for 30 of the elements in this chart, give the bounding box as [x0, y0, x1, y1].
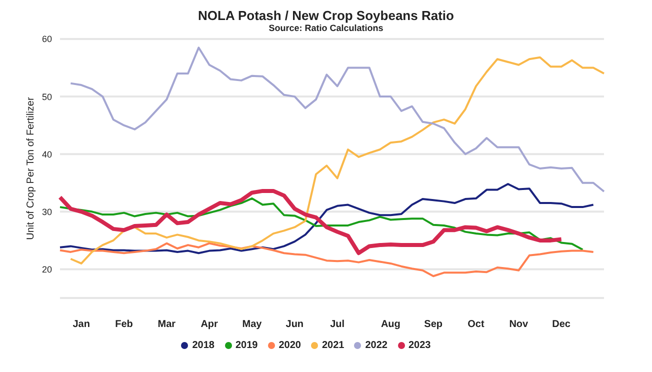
x-tick-label: Jan [72, 319, 90, 330]
y-tick-label: 30 [42, 206, 52, 217]
y-tick-label: 60 [42, 34, 52, 44]
x-tick-label: Jul [330, 319, 345, 330]
y-tick-label: 20 [42, 264, 52, 274]
x-tick-label: Jun [286, 319, 304, 330]
line-series [59, 242, 594, 278]
legend-label: 2019 [236, 340, 258, 351]
x-tick-label: Mar [158, 319, 176, 330]
x-tick-label: Aug [380, 319, 400, 330]
x-tick-label: Feb [115, 319, 133, 330]
x-tick-label: May [242, 319, 262, 330]
legend-label: 2020 [278, 340, 301, 351]
chart-title: NOLA Potash / New Crop Soybeans Ratio [197, 8, 455, 23]
line-series [70, 56, 605, 264]
y-axis-title: Unit of Crop Per Ton of Fertilizer [26, 96, 37, 240]
y-tick-label: 50 [42, 92, 52, 102]
legend-label: 2022 [365, 340, 388, 351]
legend-label: 2018 [192, 340, 214, 351]
chart-subtitle: Source: Ratio Calculations [268, 23, 384, 33]
legend-label: 2021 [322, 340, 344, 351]
y-tick-label: 40 [42, 149, 52, 160]
line-series [70, 46, 605, 193]
x-tick-label: Apr [200, 319, 218, 330]
line-series [59, 197, 584, 251]
x-tick-label: Sep [424, 319, 443, 330]
x-tick-label: Nov [509, 319, 529, 330]
x-tick-label: Oct [468, 319, 486, 330]
legend-label: 2023 [408, 340, 431, 351]
x-tick-label: Dec [552, 319, 571, 330]
